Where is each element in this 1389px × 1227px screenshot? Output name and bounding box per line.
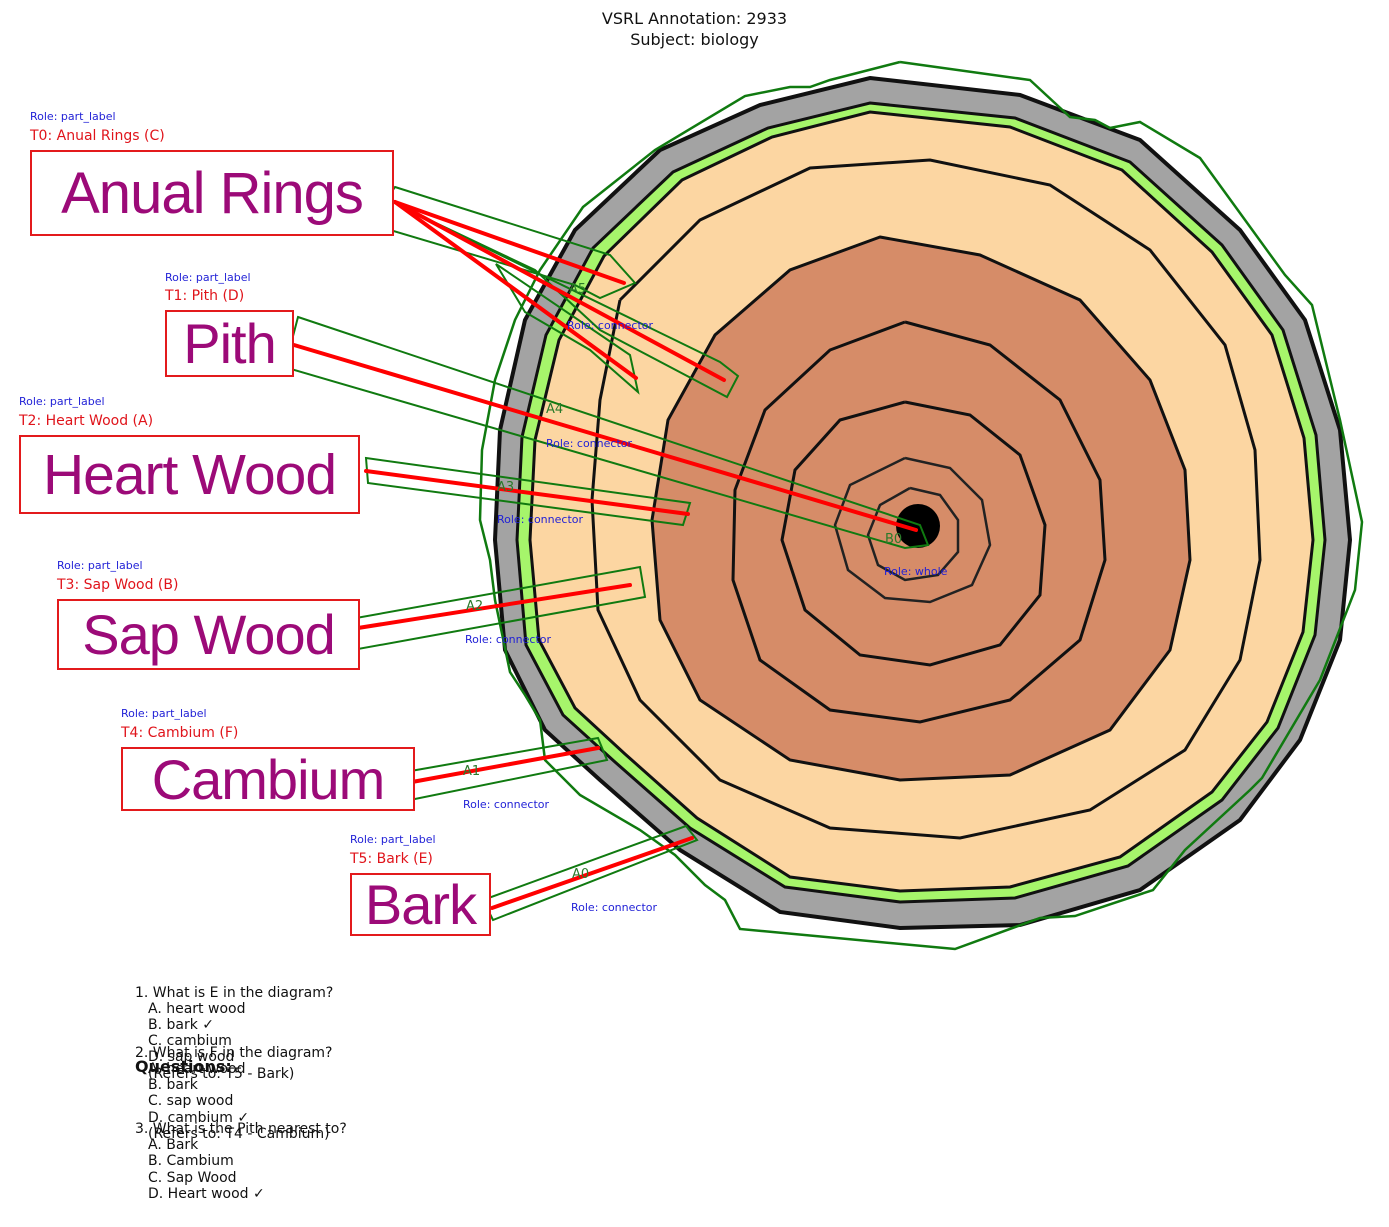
text-box-t5: Bark xyxy=(350,873,491,936)
questions-heading: Questions: xyxy=(135,1057,232,1076)
arrow-role-a1: Role: connector xyxy=(463,798,550,811)
page-title: VSRL Annotation: 2933 xyxy=(601,9,788,28)
q1-option-d: D. sap wood xyxy=(148,1049,235,1065)
q2-option-a: A. heart wood xyxy=(148,1061,246,1077)
annual-ring-4 xyxy=(731,320,1107,724)
arrow-role-a0: Role: connector xyxy=(571,901,658,914)
tag-label-t1: T1: Pith (D) xyxy=(165,288,245,304)
blob-role-b0: Role: whole xyxy=(884,565,948,578)
role-label-t5: Role: part_label xyxy=(350,833,436,846)
tag-label-t0: T0: Anual Rings (C) xyxy=(30,128,165,144)
q3-option-b: B. Cambium xyxy=(148,1153,234,1169)
arrow-id-a1: A1 xyxy=(463,764,481,779)
role-label-t0: Role: part_label xyxy=(30,110,116,123)
label-pith: Pith xyxy=(183,312,276,375)
arrow-id-a2: A2 xyxy=(466,599,484,614)
arrow-role-a4: Role: connector xyxy=(546,437,633,450)
q3-option-c: C. Sap Wood xyxy=(148,1170,237,1186)
connector-line-a4 xyxy=(292,343,918,532)
tag-label-t3: T3: Sap Wood (B) xyxy=(57,577,179,593)
label-sap-wood: Sap Wood xyxy=(82,603,335,666)
arrow-outline-a3 xyxy=(364,456,692,527)
question-1: 1. What is E in the diagram? xyxy=(135,985,334,1001)
pith-core xyxy=(896,504,940,548)
q2-option-d: D. cambium ✓ xyxy=(148,1110,250,1126)
blob-outline-b0 xyxy=(478,60,1364,951)
arrow-role-a2: Role: connector xyxy=(465,633,552,646)
arrow-outline-a5b xyxy=(397,204,740,399)
tag-label-t4: T4: Cambium (F) xyxy=(121,725,239,741)
arrow-role-a3: Role: connector xyxy=(497,513,584,526)
connector-line-a5c xyxy=(393,200,638,380)
text-box-t1: Pith xyxy=(165,310,294,377)
arrow-id-a3: A3 xyxy=(497,480,515,495)
arrow-id-a5: A5 xyxy=(569,282,587,297)
connector-line-a5b xyxy=(393,200,726,382)
q2-option-b: B. bark xyxy=(148,1077,198,1093)
q2-option-c: C. sap wood xyxy=(148,1093,234,1109)
annual-ring-3 xyxy=(780,400,1047,667)
connector-lines xyxy=(292,200,918,910)
annual-ring-2 xyxy=(833,456,992,604)
arrow-id-a4: A4 xyxy=(546,402,564,417)
annual-ring-outer xyxy=(590,158,1262,840)
role-label-t1: Role: part_label xyxy=(165,271,251,284)
q2-reference: (Refers to: T4 - Cambium) xyxy=(148,1126,330,1142)
label-bark: Bark xyxy=(364,873,477,936)
text-box-t0: Anual Rings xyxy=(30,150,394,236)
q1-option-a: A. heart wood xyxy=(148,1001,246,1017)
text-box-t3: Sap Wood xyxy=(57,599,360,670)
role-label-t4: Role: part_label xyxy=(121,707,207,720)
connector-line-a1 xyxy=(410,746,600,784)
arrow-role-a5: Role: connector xyxy=(567,319,654,332)
tag-label-t2: T2: Heart Wood (A) xyxy=(19,413,154,429)
label-heart-wood: Heart Wood xyxy=(42,442,337,507)
blob-id-b0: B0 xyxy=(885,532,903,547)
annual-ring-1 xyxy=(866,486,960,582)
role-label-t3: Role: part_label xyxy=(57,559,143,572)
arrow-outline-a5c xyxy=(495,263,640,395)
q1-option-b: B. bark ✓ xyxy=(148,1017,215,1033)
question-2: 2. What is F in the diagram? xyxy=(135,1045,333,1061)
q1-reference: (Refers to: T5 - Bark) xyxy=(148,1066,295,1082)
text-box-t4: Cambium xyxy=(121,747,415,811)
connector-line-a5 xyxy=(393,200,626,285)
connector-line-a0 xyxy=(490,836,694,910)
connector-line-a3 xyxy=(364,469,690,516)
question-3: 3. What is the Pith nearest to? xyxy=(135,1121,347,1137)
text-box-t2: Heart Wood xyxy=(19,435,360,514)
tag-label-t5: T5: Bark (E) xyxy=(350,851,433,867)
q3-option-d: D. Heart wood ✓ xyxy=(148,1186,265,1202)
arrow-id-a0: A0 xyxy=(572,867,590,882)
label-cambium: Cambium xyxy=(151,747,386,811)
label-anual-rings: Anual Rings xyxy=(61,160,364,226)
q3-option-a: A. Bark xyxy=(148,1137,199,1153)
connector-line-a2 xyxy=(356,583,632,630)
role-label-t2: Role: part_label xyxy=(19,395,105,408)
page-subtitle: Subject: biology xyxy=(630,30,759,49)
q1-option-c: C. cambium xyxy=(148,1033,232,1049)
